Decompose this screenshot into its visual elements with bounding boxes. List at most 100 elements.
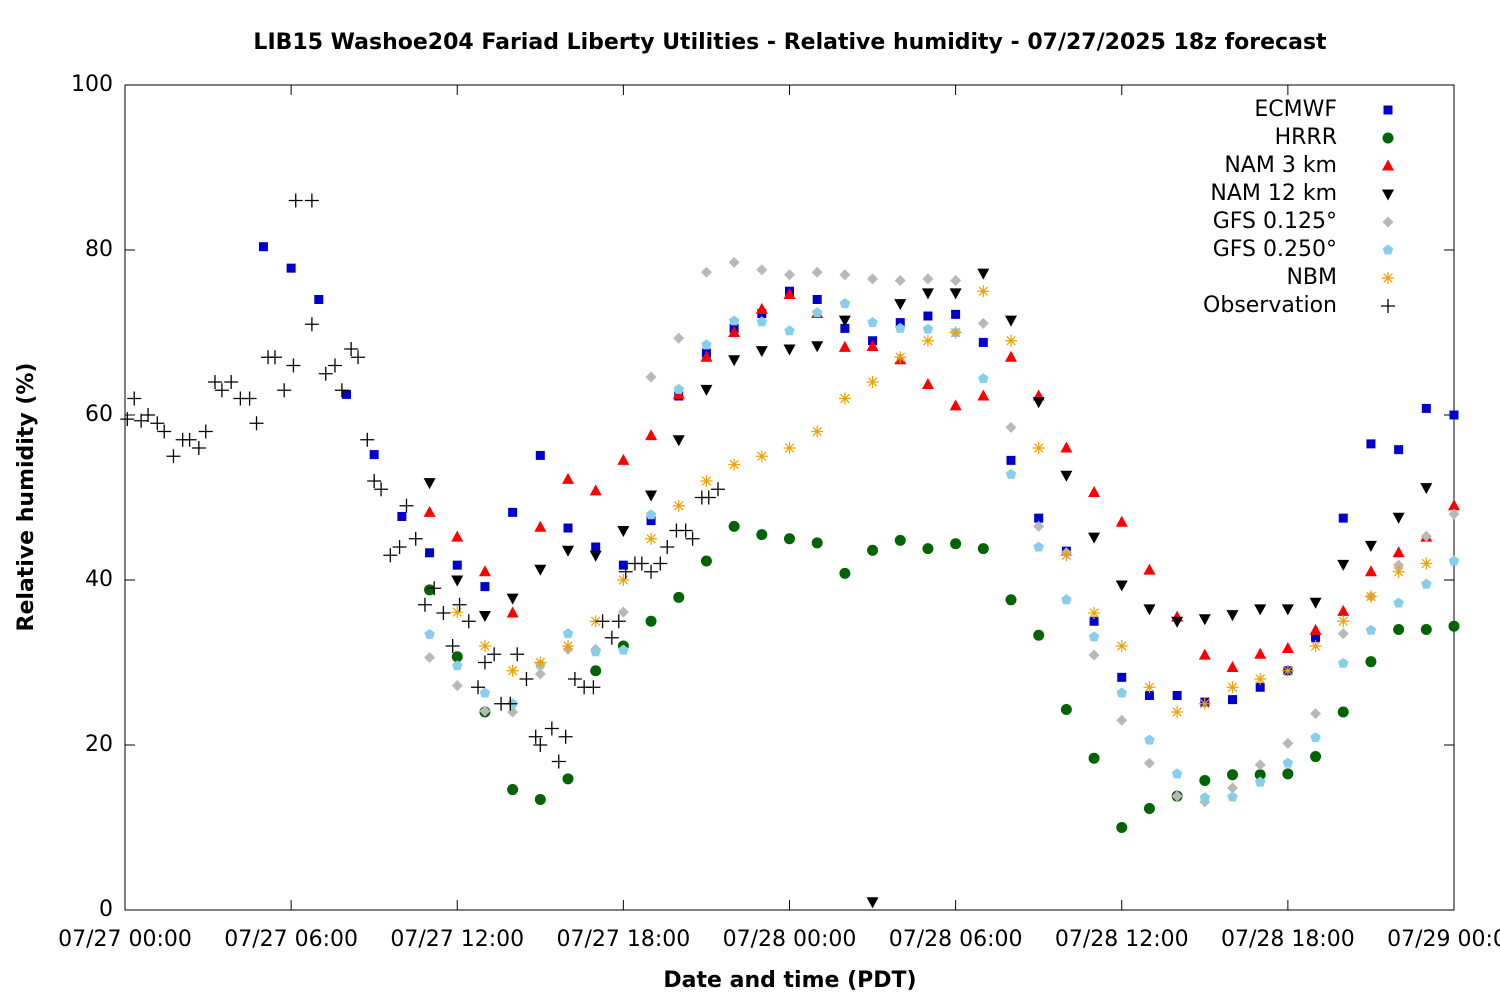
data-point [645,371,657,383]
data-point [645,490,658,502]
data-point [1032,442,1045,454]
data-point [604,630,619,645]
y-tick-label: 20 [85,732,113,757]
data-point [479,705,491,717]
data-point [678,523,693,538]
data-point [951,309,961,319]
data-point [1393,559,1405,571]
data-point [728,355,741,367]
data-point [1282,737,1294,749]
data-point [1171,616,1184,628]
legend-label: NAM 12 km [1210,181,1337,206]
data-point [611,614,626,629]
data-point [519,672,534,686]
data-point [506,593,519,605]
data-point [1420,557,1433,570]
legend-label: GFS 0.250° [1213,237,1337,262]
data-point [1005,594,1017,606]
data-point [1337,604,1350,616]
data-point [1364,590,1377,603]
data-point [198,424,213,439]
data-point [1088,607,1101,619]
data-point [1198,614,1211,626]
data-point [503,696,518,711]
data-point [1364,540,1377,552]
data-point [1310,751,1322,763]
data-point [839,567,851,579]
data-point [1309,623,1322,635]
data-point [1393,597,1404,608]
data-point [755,302,768,314]
data-point [700,384,713,396]
data-point [304,193,319,208]
data-point [479,687,491,698]
data-point [755,450,768,463]
data-point [1254,776,1266,787]
data-point [867,273,879,285]
data-point [1033,520,1045,532]
data-point [977,543,989,555]
data-point [1199,774,1211,786]
data-point [783,442,796,454]
data-point [728,315,740,326]
data-point [182,432,197,447]
data-point [544,721,559,736]
data-point [1392,565,1405,578]
data-point [756,316,768,327]
data-point [634,556,649,571]
data-point [451,530,464,542]
data-point [528,729,543,744]
data-point [1143,803,1155,815]
legend-marker [1382,244,1394,255]
data-point [451,575,464,587]
chart-title: LIB15 Washoe204 Fariad Liberty Utilities… [253,30,1327,55]
data-point [645,615,657,627]
data-point [286,358,301,373]
x-tick-label: 07/27 12:00 [390,927,524,952]
data-point [1198,697,1211,710]
data-point [784,325,795,336]
data-point [1032,397,1045,409]
data-point [534,668,546,680]
data-point [673,383,684,394]
data-point [1060,470,1073,482]
data-point [895,318,905,328]
data-point [1116,822,1128,833]
y-tick-label: 100 [71,72,113,97]
data-point [673,332,685,344]
data-point [1365,656,1377,668]
x-tick-label: 07/27 06:00 [224,927,358,952]
data-point [923,311,933,321]
data-point [1420,483,1433,495]
data-point [1254,759,1266,771]
data-point [1337,615,1350,628]
data-point [288,193,303,208]
x-tick-label: 07/28 12:00 [1055,927,1189,952]
data-point [1309,640,1322,652]
data-point [1060,549,1073,562]
data-point [728,326,741,337]
legend-label: ECMWF [1254,97,1337,122]
data-point [1364,565,1377,577]
data-point [700,475,713,487]
data-point [783,344,796,356]
data-point [166,449,181,464]
data-point [1115,515,1128,527]
data-point [383,548,398,563]
x-tick-label: 07/28 06:00 [889,927,1023,952]
data-point [1366,439,1376,449]
data-point [507,784,519,796]
data-point [1281,604,1294,616]
data-point [1310,708,1322,720]
data-point [374,482,389,497]
data-point [562,640,574,652]
data-point [424,584,436,596]
data-point [838,315,851,327]
data-point [451,680,463,692]
data-point [894,299,907,311]
data-point [922,273,934,285]
data-point [408,531,423,546]
data-point [1448,555,1460,566]
data-point [1309,597,1322,609]
